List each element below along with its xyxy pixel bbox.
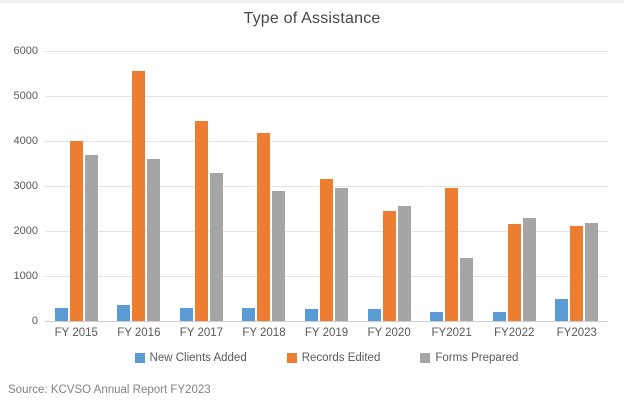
legend-label: Forms Prepared xyxy=(435,352,519,364)
chart-title: Type of Assistance xyxy=(243,10,381,27)
bar-forms-prepared xyxy=(522,218,536,321)
bar-cluster xyxy=(367,51,411,321)
legend-item-forms-prepared: Forms Prepared xyxy=(420,352,518,364)
gridline-6000 xyxy=(45,51,608,52)
x-axis-label-fy2022: FY2022 xyxy=(494,327,535,339)
y-tick-label-1000: 1000 xyxy=(13,270,38,282)
bar-new-clients-added xyxy=(117,305,131,321)
bar-records-edited xyxy=(320,179,334,321)
plot-area xyxy=(45,51,608,322)
bar-records-edited xyxy=(445,188,459,321)
bar-records-edited xyxy=(570,225,584,321)
bar-new-clients-added xyxy=(555,299,569,321)
bar-new-clients-added xyxy=(492,311,506,321)
bar-new-clients-added xyxy=(305,308,319,321)
x-axis: FY 2015 FY 2016 FY 2017 FY 2018 FY 2019 FY 20… xyxy=(45,327,608,339)
bar-new-clients-added xyxy=(367,308,381,321)
bar-records-edited xyxy=(194,121,208,321)
bar-forms-prepared xyxy=(147,159,161,321)
bar-group-fy-2017 xyxy=(170,51,233,321)
bar-forms-prepared xyxy=(84,154,98,321)
bar-forms-prepared xyxy=(335,188,349,321)
x-axis-label-fy-2018: FY 2018 xyxy=(242,327,286,339)
bar-cluster xyxy=(305,51,349,321)
gridline-5000 xyxy=(45,96,608,97)
x-axis-label-fy-2016: FY 2016 xyxy=(117,327,161,339)
bar-group-fy-2015 xyxy=(45,51,108,321)
bar-group-fy-2019 xyxy=(295,51,358,321)
bar-group-fy2023 xyxy=(546,51,609,321)
legend-label: New Clients Added xyxy=(149,352,247,364)
bar-cluster xyxy=(555,51,599,321)
legend-swatch-icon xyxy=(134,353,145,363)
legend-label: Records Edited xyxy=(301,352,381,364)
bar-forms-prepared xyxy=(209,172,223,321)
bar-forms-prepared xyxy=(460,258,474,321)
window-top-border xyxy=(0,0,624,3)
legend-item-records-edited: Records Edited xyxy=(286,352,381,364)
bar-records-edited xyxy=(69,141,83,321)
bar-group-fy-2018 xyxy=(233,51,296,321)
bar-new-clients-added xyxy=(430,311,444,321)
bar-cluster xyxy=(430,51,474,321)
bar-new-clients-added xyxy=(54,307,68,321)
bar-cluster xyxy=(117,51,161,321)
x-axis-label-fy2021: FY2021 xyxy=(431,327,472,339)
bar-cluster xyxy=(242,51,286,321)
bar-records-edited xyxy=(507,223,521,321)
y-tick-label-2000: 2000 xyxy=(13,225,38,237)
y-tick-label-4000: 4000 xyxy=(13,135,38,147)
x-axis-label-fy-2017: FY 2017 xyxy=(179,327,224,339)
source-note: Source: KCVSO Annual Report FY2023 xyxy=(8,384,211,396)
bar-new-clients-added xyxy=(242,308,256,321)
bar-columns xyxy=(45,51,608,321)
bar-cluster xyxy=(179,51,223,321)
y-tick-label-6000: 6000 xyxy=(13,45,38,57)
legend-swatch-icon xyxy=(286,353,297,363)
x-axis-label-fy-2020: FY 2020 xyxy=(367,327,411,339)
x-axis-label-fy2023: FY2023 xyxy=(556,327,597,339)
bar-group-fy-2016 xyxy=(108,51,171,321)
x-axis-label-fy-2019: FY 2019 xyxy=(304,327,349,339)
bar-forms-prepared xyxy=(272,190,286,321)
legend-swatch-icon xyxy=(420,353,431,363)
bar-forms-prepared xyxy=(397,206,411,321)
bar-forms-prepared xyxy=(585,222,599,321)
bar-group-fy2022 xyxy=(483,51,546,321)
bar-records-edited xyxy=(132,70,146,321)
bar-cluster xyxy=(54,51,98,321)
y-tick-label-0: 0 xyxy=(31,315,38,327)
y-tick-label-5000: 5000 xyxy=(13,90,38,102)
x-axis-label-fy-2015: FY 2015 xyxy=(54,327,98,339)
y-tick-label-3000: 3000 xyxy=(13,180,38,192)
bar-new-clients-added xyxy=(179,307,193,321)
gridline-4000 xyxy=(45,141,608,142)
legend-item-new-clients-added: New Clients Added xyxy=(134,352,247,364)
bar-records-edited xyxy=(257,132,271,321)
bar-records-edited xyxy=(382,210,396,321)
bar-cluster xyxy=(492,51,536,321)
bar-group-fy-2020 xyxy=(358,51,421,321)
legend: New Clients Added Records Edited Forms Pre… xyxy=(45,352,608,364)
bar-group-fy2021 xyxy=(420,51,483,321)
